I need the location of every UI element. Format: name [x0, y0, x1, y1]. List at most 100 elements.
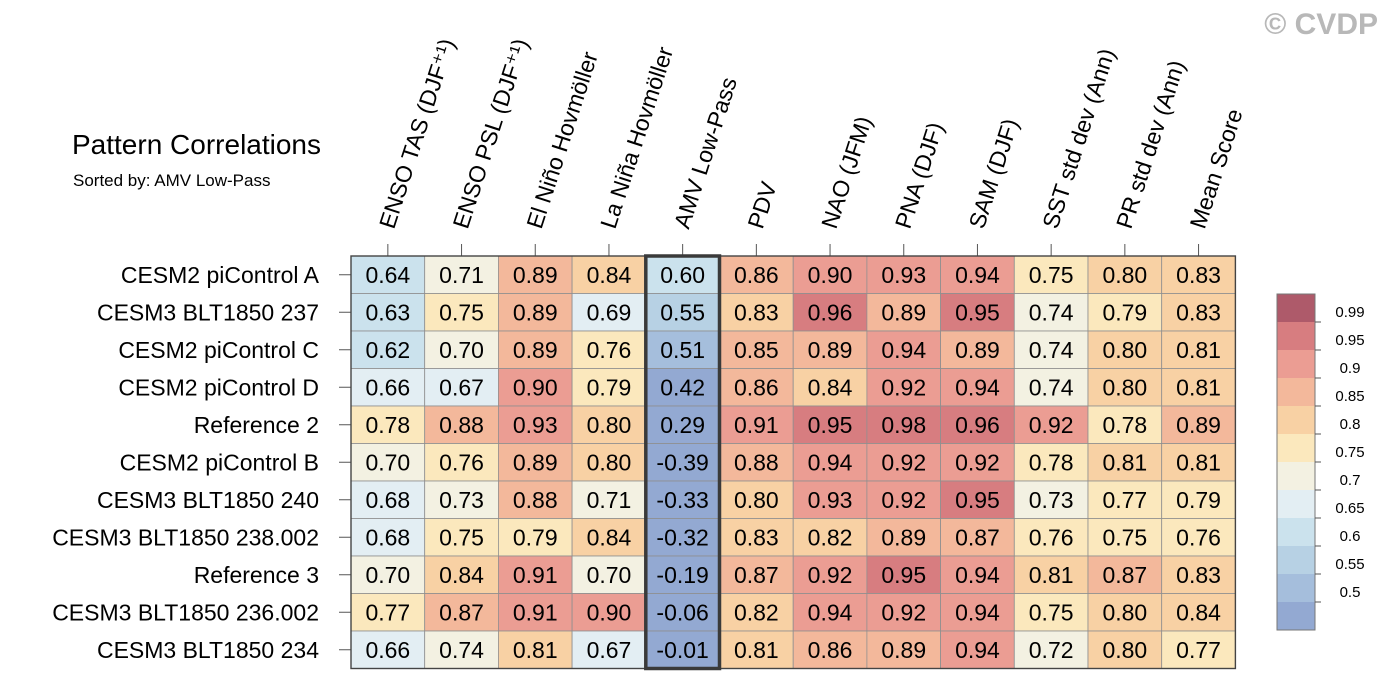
cell-value: 0.96: [808, 299, 853, 325]
heatmap-cell: [719, 480, 794, 519]
heatmap-cell: [940, 368, 1015, 407]
heatmap-cell: [792, 255, 868, 294]
cell-value: 0.92: [955, 449, 1000, 475]
cell-value: 0.94: [955, 637, 1000, 663]
cell-value: 0.80: [1102, 374, 1147, 400]
cell-value: 0.76: [1176, 524, 1221, 550]
heatmap-cell: [792, 593, 868, 632]
heatmap-frame: [350, 254, 1237, 671]
heatmap-cell: [350, 555, 426, 594]
heatmap-cell: [866, 405, 942, 444]
heatmap-cell: [424, 443, 499, 482]
heatmap-cell: [497, 368, 573, 407]
heatmap-cell: [571, 593, 647, 632]
heatmap-cell: [792, 555, 868, 594]
cell-value: 0.95: [808, 412, 853, 438]
heatmap-cell: [940, 593, 1015, 632]
heatmap-cell: [792, 368, 868, 407]
colorbar-swatch: [1277, 602, 1315, 631]
heatmap-cell: [497, 330, 573, 369]
cell-value: 0.81: [1176, 337, 1221, 363]
heatmap-cell: [645, 518, 720, 557]
cvdp-watermark: © CVDP: [1264, 8, 1378, 41]
heatmap-cell: [350, 293, 426, 332]
cell-value: 0.84: [587, 524, 632, 550]
cell-value: 0.90: [808, 262, 853, 288]
heatmap-cell: [497, 405, 573, 444]
colorbar-label: 0.55: [1335, 556, 1364, 573]
heatmap-cell: [645, 405, 720, 444]
cell-value: -0.33: [656, 487, 708, 513]
row-label: CESM3 BLT1850 234: [97, 637, 319, 663]
cell-value: 0.71: [439, 262, 484, 288]
cell-value: 0.89: [513, 449, 558, 475]
cell-value: 0.87: [439, 599, 484, 625]
cell-value: 0.92: [881, 599, 926, 625]
cell-value: 0.94: [881, 337, 926, 363]
cell-value: 0.69: [587, 299, 632, 325]
heatmap-cell: [1013, 368, 1089, 407]
heatmap-cell: [1013, 555, 1089, 594]
cell-value: 0.79: [1176, 487, 1221, 513]
cell-value: 0.86: [808, 637, 853, 663]
heatmap-cell: [940, 443, 1015, 482]
cell-value: 0.95: [955, 299, 1000, 325]
cell-value: 0.80: [1102, 337, 1147, 363]
row-label: CESM2 piControl D: [118, 374, 319, 400]
heatmap-cell: [571, 293, 647, 332]
cell-value: 0.70: [587, 562, 632, 588]
cell-value: 0.75: [1029, 262, 1074, 288]
colorbar-label: 0.75: [1335, 444, 1364, 461]
heatmap-cell: [571, 630, 647, 669]
cell-value: 0.89: [881, 299, 926, 325]
colorbar-label: 0.5: [1340, 584, 1361, 601]
cell-value: 0.75: [439, 524, 484, 550]
cell-value: 0.84: [587, 262, 632, 288]
cell-value: 0.94: [955, 562, 1000, 588]
cell-value: 0.75: [1029, 599, 1074, 625]
colorbar-label: 0.7: [1340, 472, 1361, 489]
cell-value: 0.81: [1176, 374, 1221, 400]
row-label: CESM3 BLT1850 236.002: [52, 599, 319, 625]
cell-value: 0.73: [439, 487, 484, 513]
cell-value: 0.86: [734, 262, 779, 288]
cell-value: 0.86: [734, 374, 779, 400]
cell-value: 0.92: [881, 449, 926, 475]
column-headers: ENSO TAS (DJF⁺¹)ENSO PSL (DJF⁺¹)El Niño …: [374, 35, 1248, 256]
heatmap-cell: [1013, 480, 1089, 519]
cell-value: 0.80: [587, 412, 632, 438]
cell-value: 0.84: [1176, 599, 1221, 625]
chart-subtitle: Sorted by: AMV Low-Pass: [73, 171, 270, 190]
cell-value: 0.72: [1029, 637, 1074, 663]
heatmap-cell: [1161, 330, 1236, 369]
cell-value: 0.73: [1029, 487, 1074, 513]
cell-value: 0.95: [881, 562, 926, 588]
column-header: AMV Low-Pass: [669, 74, 742, 232]
cell-value: 0.81: [734, 637, 779, 663]
cell-value: 0.81: [1029, 562, 1074, 588]
cell-value: 0.91: [513, 562, 558, 588]
cell-value: 0.74: [439, 637, 484, 663]
heatmap-cell: [497, 630, 573, 669]
cell-value: 0.29: [660, 412, 705, 438]
cell-value: 0.82: [734, 599, 779, 625]
cell-value: 0.95: [955, 487, 1000, 513]
heatmap-cell: [866, 518, 942, 557]
heatmap-cells: 0.64 0.71 0.89 0.84 0.60 0.86 0.90 0.93 0.94 0.75…: [350, 255, 1236, 669]
cell-value: 0.94: [955, 599, 1000, 625]
heatmap-cell: [719, 555, 794, 594]
heatmap-cell: [571, 480, 647, 519]
column-header: NAO (JFM): [816, 113, 877, 232]
cell-value: 0.88: [734, 449, 779, 475]
heatmap-cell: [571, 405, 647, 444]
colorbar-label: 0.8: [1340, 416, 1361, 433]
row-label: Reference 3: [194, 562, 319, 588]
column-header: Mean Score: [1185, 106, 1248, 232]
cell-value: 0.96: [955, 412, 1000, 438]
row-label: CESM3 BLT1850 237: [97, 299, 319, 325]
cell-value: 0.79: [513, 524, 558, 550]
heatmap-cell: [719, 330, 794, 369]
cell-value: 0.92: [881, 374, 926, 400]
cell-value: 0.78: [1029, 449, 1074, 475]
